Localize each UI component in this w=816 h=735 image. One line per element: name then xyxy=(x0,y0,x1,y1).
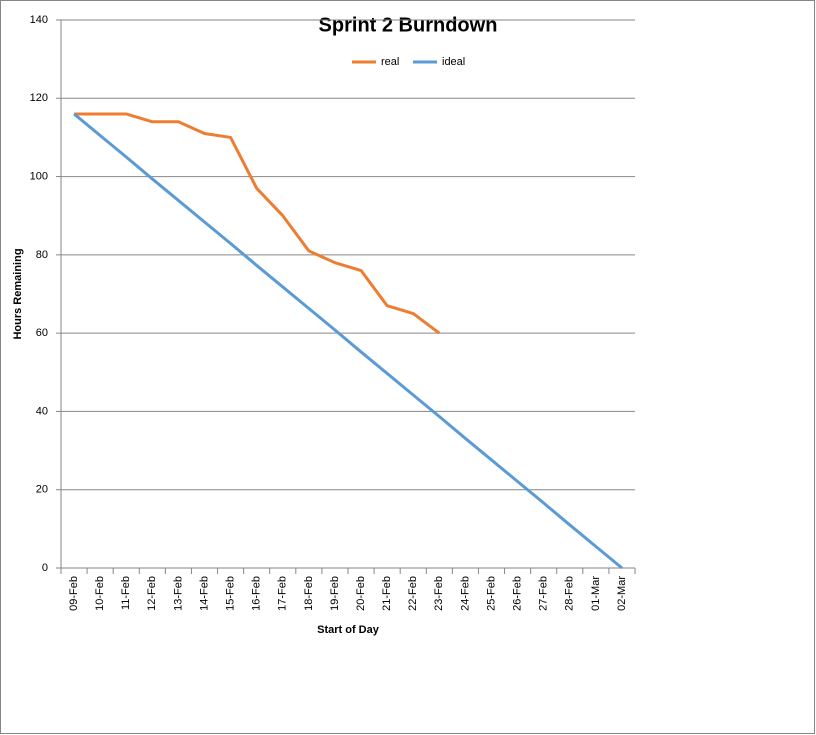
x-tick-label: 11-Feb xyxy=(120,576,132,610)
x-tick-label: 24-Feb xyxy=(459,576,471,611)
x-tick-label: 27-Feb xyxy=(538,576,550,611)
x-tick-label: 13-Feb xyxy=(172,576,184,611)
y-tick-label: 60 xyxy=(36,327,48,339)
x-tick-label: 10-Feb xyxy=(94,576,106,611)
x-tick-label: 16-Feb xyxy=(251,576,263,611)
x-tick-label: 22-Feb xyxy=(407,576,419,611)
y-tick-label: 0 xyxy=(42,562,48,574)
chart-title: Sprint 2 Burndown xyxy=(319,14,498,36)
x-tick-label: 21-Feb xyxy=(381,576,393,611)
y-tick-label: 140 xyxy=(30,14,48,26)
x-tick-label: 28-Feb xyxy=(564,576,576,611)
x-tick-label: 19-Feb xyxy=(329,576,341,611)
x-tick-label: 18-Feb xyxy=(303,576,315,611)
x-tick-label: 09-Feb xyxy=(68,576,80,611)
legend-label: ideal xyxy=(442,56,465,68)
x-tick-label: 02-Mar xyxy=(616,576,628,611)
x-tick-label: 25-Feb xyxy=(485,576,497,611)
y-axis-label: Hours Remaining xyxy=(12,248,24,339)
legend-label: real xyxy=(381,56,399,68)
line-series xyxy=(73,112,623,570)
x-tick-label: 23-Feb xyxy=(433,576,445,611)
y-tick-label: 40 xyxy=(36,405,48,417)
x-axis-label: Start of Day xyxy=(317,624,380,636)
y-tick-label: 20 xyxy=(36,484,48,496)
x-tick-label: 15-Feb xyxy=(224,576,236,611)
x-tick-label: 12-Feb xyxy=(146,576,158,611)
x-tick-label: 01-Mar xyxy=(590,576,602,611)
x-tick-label: 17-Feb xyxy=(277,576,289,611)
y-tick-label: 80 xyxy=(36,249,48,261)
x-tick-label: 20-Feb xyxy=(355,576,367,611)
line-series xyxy=(74,112,441,335)
x-tick-label: 26-Feb xyxy=(511,576,523,611)
y-tick-label: 120 xyxy=(30,92,48,104)
y-tick-label: 100 xyxy=(30,170,48,182)
x-tick-label: 14-Feb xyxy=(198,576,210,611)
